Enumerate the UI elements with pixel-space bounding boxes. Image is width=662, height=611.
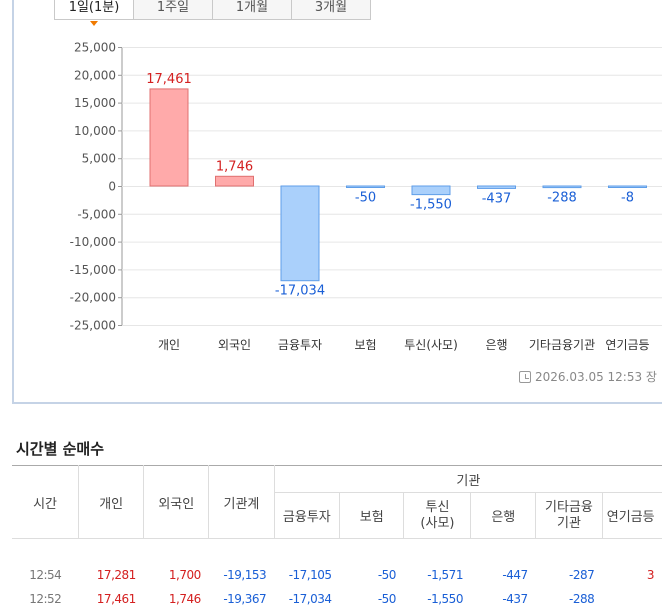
cell-value: -1,550 xyxy=(427,592,463,606)
data-label: -1,550 xyxy=(410,198,452,213)
cell-value: -447 xyxy=(502,568,528,582)
cell-value: 1,700 xyxy=(168,568,201,582)
header-investment-trust: 투신 (사모) xyxy=(403,492,472,539)
bar xyxy=(608,185,647,188)
y-tick-label: 15,000 xyxy=(74,96,116,110)
data-label: -17,034 xyxy=(275,284,325,299)
period-tabs: 1일(1분) 1주일 1개월 3개월 xyxy=(54,0,371,26)
tab-3month[interactable]: 3개월 xyxy=(291,0,371,20)
bar xyxy=(215,175,254,187)
cell-value: 3 xyxy=(646,568,655,582)
x-category-label: 개인 xyxy=(158,338,180,352)
header-insurance: 보험 xyxy=(339,492,405,539)
y-tick-label: 10,000 xyxy=(74,124,116,138)
investor-bar-chart: 25,000 20,000 15,000 10,000 5,000 0 -5,000 -10,… xyxy=(70,41,662,352)
header-time: 시간 xyxy=(12,465,80,539)
header-institution: 기관 xyxy=(274,465,662,493)
y-tick-label: 5,000 xyxy=(82,152,116,166)
cell-value: -1,571 xyxy=(427,568,463,582)
tab-label: 1일(1분) xyxy=(68,0,120,15)
tab-label: 3개월 xyxy=(314,0,348,15)
data-label: -50 xyxy=(355,191,376,206)
table-row: 12:54 17,281 1,700 -19,153 -17,105 -50 -1,571 -… xyxy=(12,563,662,587)
cell-value xyxy=(602,587,662,611)
y-tick-label: -15,000 xyxy=(70,263,116,277)
y-tick-label: 20,000 xyxy=(74,68,116,82)
header-pension: 연기금등 xyxy=(602,492,662,539)
tab-1month[interactable]: 1개월 xyxy=(212,0,292,20)
header-bank: 은행 xyxy=(470,492,537,539)
timestamp-text: 2026.03.05 12:53 장 xyxy=(535,370,657,384)
data-label: -437 xyxy=(482,191,512,206)
bar xyxy=(346,185,385,188)
x-category-label: 은행 xyxy=(485,337,507,352)
active-tab-marker-icon xyxy=(90,21,98,26)
y-tick-label: -25,000 xyxy=(70,319,116,333)
tab-label: 1주일 xyxy=(156,0,190,15)
bar xyxy=(477,185,516,189)
data-label: 1,746 xyxy=(216,159,253,174)
cell-value: -437 xyxy=(502,592,528,606)
cell-value: -50 xyxy=(377,568,397,582)
bar xyxy=(149,88,189,187)
section-title: 시간별 순매수 xyxy=(16,440,105,458)
cell-value: -19,153 xyxy=(223,568,267,582)
cell-time: 12:52 xyxy=(29,592,62,606)
cell-value: -288 xyxy=(569,592,595,606)
tab-1day[interactable]: 1일(1분) xyxy=(54,0,134,26)
bar xyxy=(411,185,451,196)
tab-label: 1개월 xyxy=(235,0,269,15)
y-tick-label: 0 xyxy=(108,180,116,194)
x-category-label: 연기금등 xyxy=(605,338,649,352)
header-individual: 개인 xyxy=(78,465,145,539)
header-other-financial: 기타금융 기관 xyxy=(535,492,603,539)
cell-value: -50 xyxy=(377,592,397,606)
x-category-label: 기타금융기관 xyxy=(529,338,595,352)
x-category-label: 외국인 xyxy=(218,338,251,352)
table-row: 12:52 17,461 1,746 -19,367 -17,034 -50 -1,550 -… xyxy=(12,587,662,611)
bar xyxy=(280,185,320,282)
y-tick-label: -20,000 xyxy=(70,291,116,305)
bar xyxy=(542,185,582,189)
y-tick-label: -10,000 xyxy=(70,235,116,249)
header-institution-total: 기관계 xyxy=(208,465,275,539)
header-foreign: 외국인 xyxy=(143,465,210,539)
x-category-label: 보험 xyxy=(354,338,376,352)
x-category-label: 투신(사모) xyxy=(404,338,458,352)
cell-value: -19,367 xyxy=(223,592,267,606)
clock-icon xyxy=(519,370,531,383)
chart-timestamp: 2026.03.05 12:53 장 xyxy=(519,368,657,385)
data-label: -8 xyxy=(621,191,634,206)
header-financial-investment: 금융투자 xyxy=(274,492,341,539)
cell-value: -287 xyxy=(569,568,595,582)
data-label: 17,461 xyxy=(146,72,192,87)
hourly-net-buy-table: 시간 개인 외국인 기관계 기관 금융투자 보험 투신 (사모) 은행 기타금융… xyxy=(12,465,662,611)
cell-value: 17,461 xyxy=(96,592,137,606)
cell-value: -17,034 xyxy=(288,592,332,606)
tab-1week[interactable]: 1주일 xyxy=(133,0,213,20)
cell-value: 17,281 xyxy=(96,568,137,582)
y-tick-label: -5,000 xyxy=(77,207,116,221)
cell-value: 1,746 xyxy=(168,592,201,606)
cell-time: 12:54 xyxy=(29,568,62,582)
x-category-label: 금융투자 xyxy=(278,338,322,352)
cell-value: -17,105 xyxy=(288,568,332,582)
chart-panel: 25,000 20,000 15,000 10,000 5,000 0 -5,000 -10,… xyxy=(12,0,662,404)
data-label: -288 xyxy=(547,191,577,206)
y-tick-label: 25,000 xyxy=(74,41,116,55)
